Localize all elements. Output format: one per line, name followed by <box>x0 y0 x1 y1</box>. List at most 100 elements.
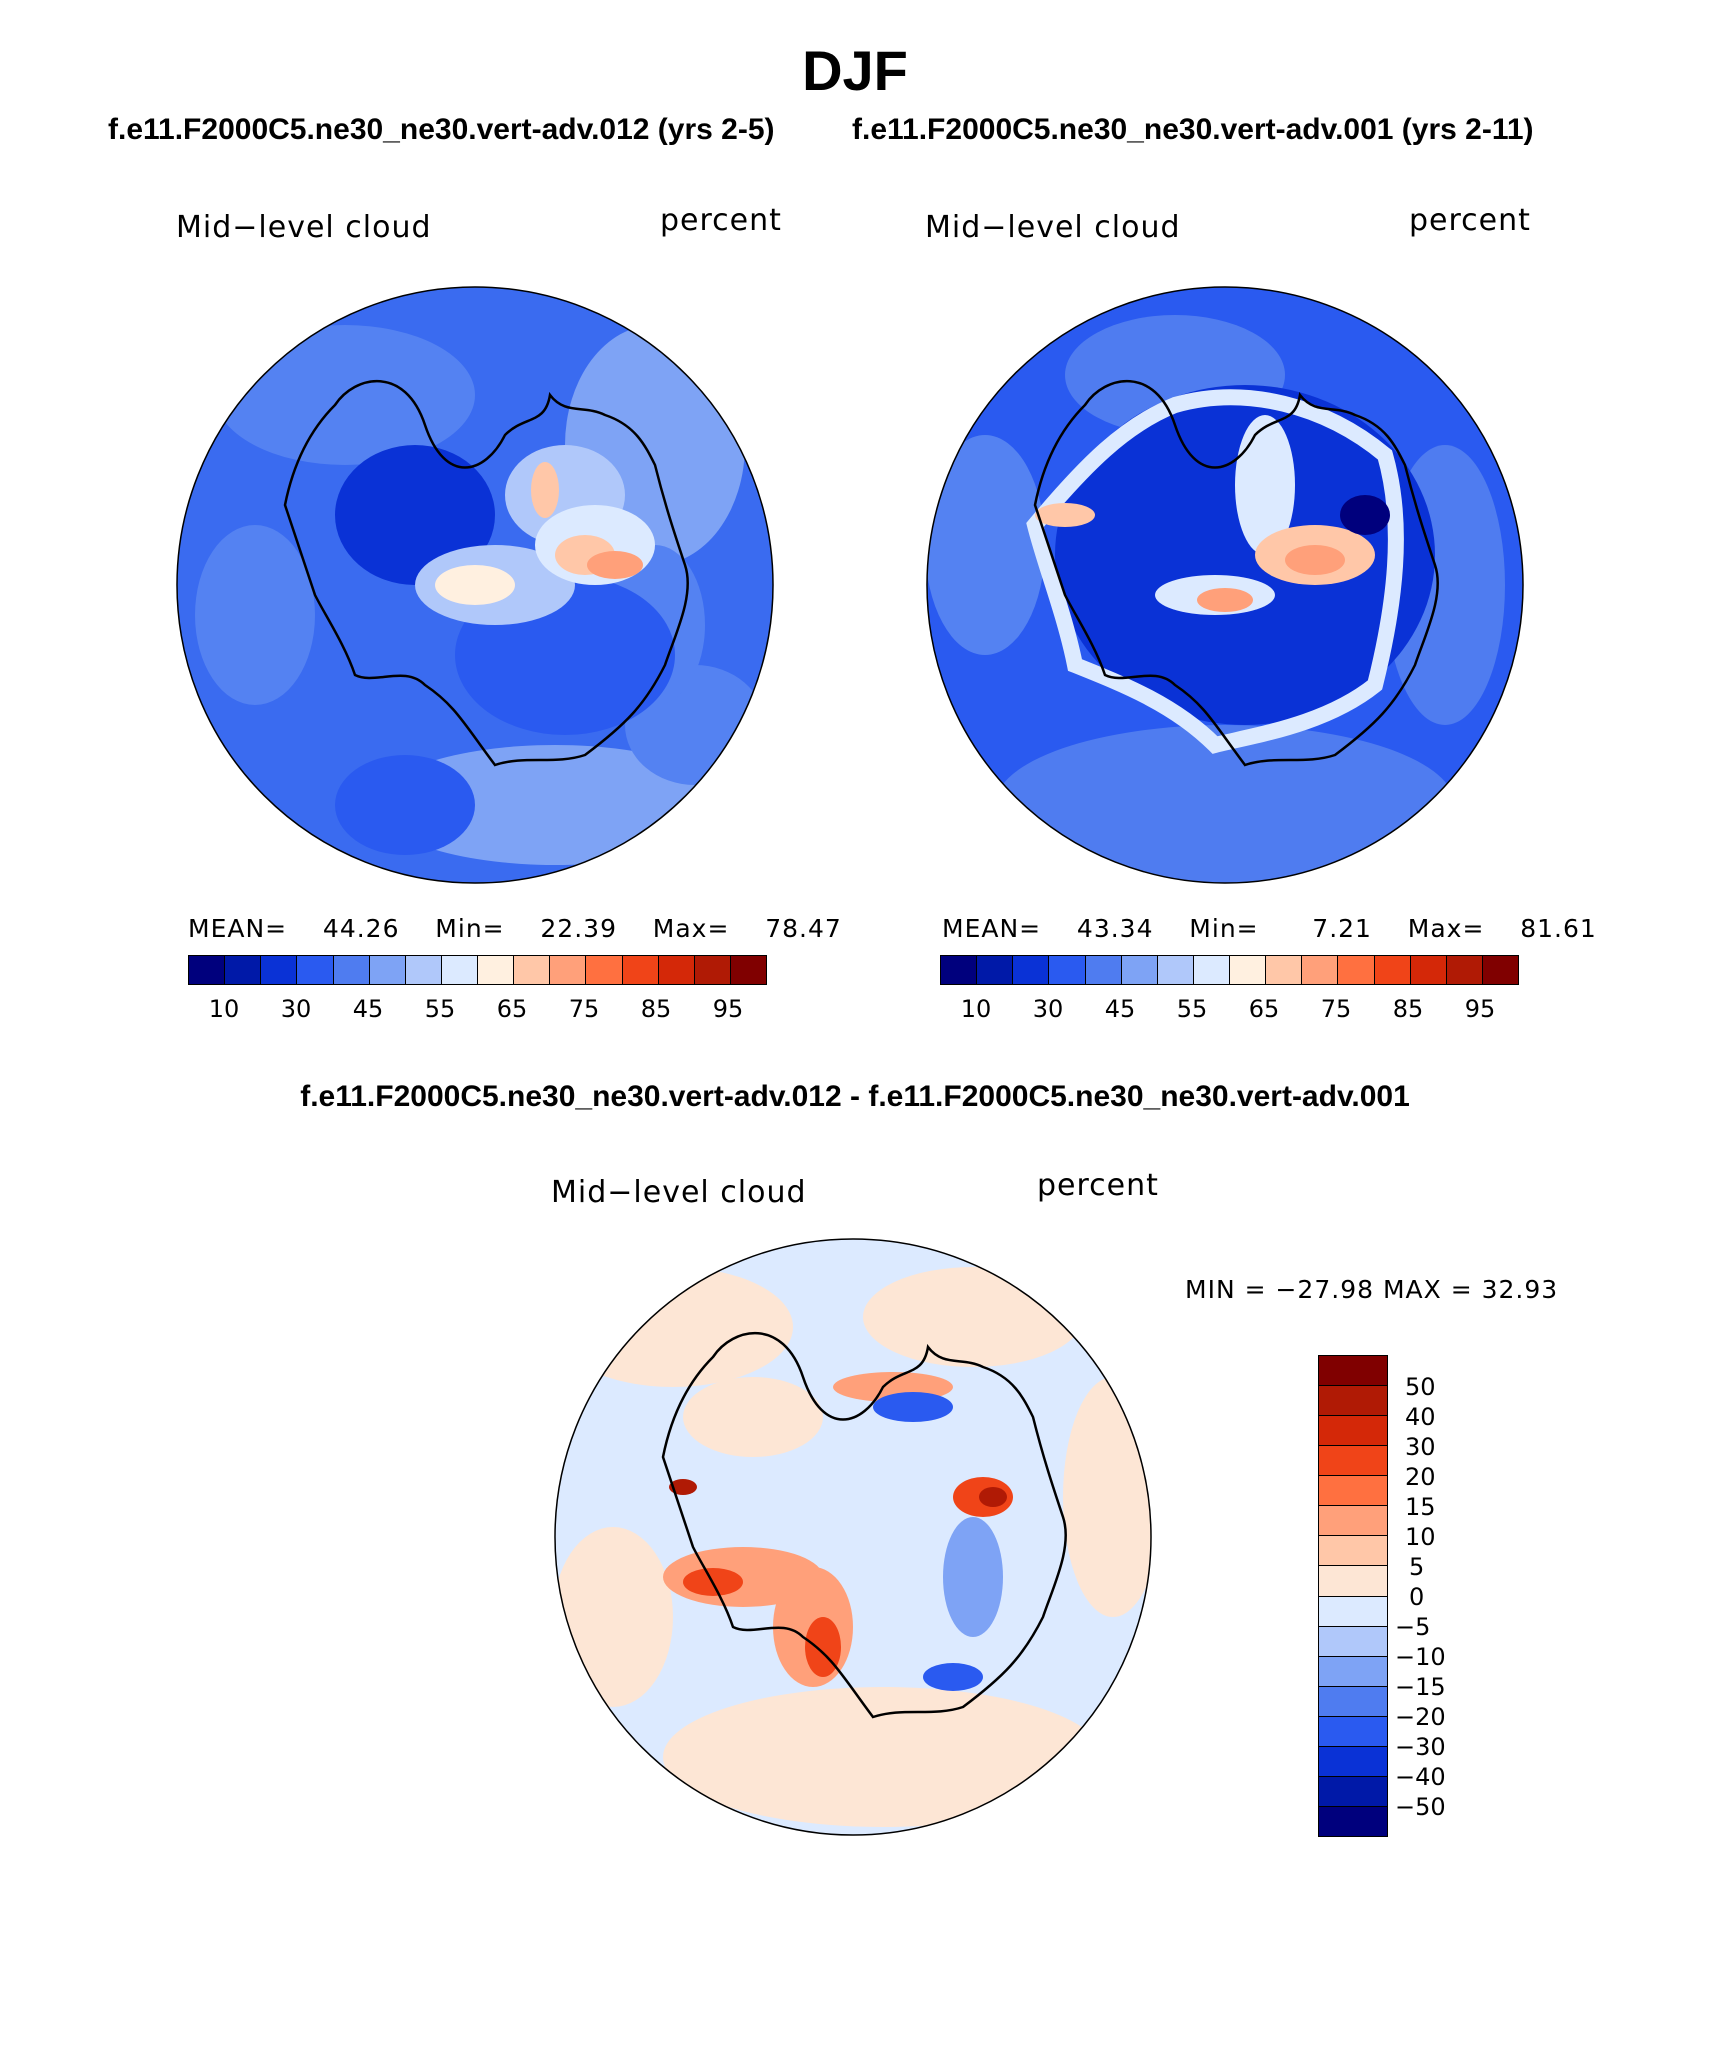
diff-tick: −50 <box>1395 1793 1446 1821</box>
panel1-variable-label: Mid−level cloud <box>176 210 432 245</box>
panel2-min-value: 7.21 <box>1312 914 1372 943</box>
panel2-units-label: percent <box>1409 203 1531 238</box>
panel2-tick: 65 <box>1248 995 1280 1023</box>
diff-units-label: percent <box>1037 1168 1159 1203</box>
panel2-colorbar-ticks: 10 30 45 55 65 75 85 95 <box>940 995 1520 1025</box>
panel2-tick: 10 <box>960 995 992 1023</box>
colorbar-swatch <box>730 956 766 984</box>
panel1-tick: 45 <box>352 995 384 1023</box>
colorbar-swatch <box>1266 956 1303 984</box>
panel1-tick: 30 <box>280 995 312 1023</box>
colorbar-swatch <box>333 956 370 984</box>
colorbar-swatch <box>1319 1656 1387 1687</box>
colorbar-swatch <box>1319 1716 1387 1747</box>
case2-title: f.e11.F2000C5.ne30_ne30.vert-adv.001 (yr… <box>852 113 1534 146</box>
colorbar-swatch <box>514 956 551 984</box>
diff-tick: −15 <box>1395 1673 1446 1701</box>
colorbar-swatch <box>1482 956 1518 984</box>
panel2-min-label: Min= <box>1189 914 1259 943</box>
colorbar-swatch <box>1319 1626 1387 1657</box>
colorbar-swatch <box>1319 1386 1387 1417</box>
case1-title: f.e11.F2000C5.ne30_ne30.vert-adv.012 (yr… <box>108 113 775 146</box>
colorbar-swatch <box>1374 956 1411 984</box>
colorbar-swatch <box>297 956 334 984</box>
colorbar-swatch <box>1319 1416 1387 1447</box>
diff-tick: 50 <box>1405 1373 1436 1401</box>
colorbar-swatch <box>1013 956 1050 984</box>
colorbar-swatch <box>1446 956 1483 984</box>
diff-variable-label: Mid−level cloud <box>551 1175 807 1210</box>
panel1-colorbar-ticks: 10 30 45 55 65 75 85 95 <box>188 995 768 1025</box>
colorbar-swatch <box>1319 1596 1387 1627</box>
panel2-tick: 95 <box>1464 995 1496 1023</box>
difference-map <box>554 1238 1152 1836</box>
colorbar-swatch <box>694 956 731 984</box>
colorbar-swatch <box>622 956 659 984</box>
diff-tick: 40 <box>1405 1403 1436 1431</box>
panel2-max-value: 81.61 <box>1520 914 1597 943</box>
colorbar-swatch <box>1410 956 1447 984</box>
panel1-tick: 10 <box>208 995 240 1023</box>
difference-title: f.e11.F2000C5.ne30_ne30.vert-adv.012 - f… <box>300 1080 1410 1113</box>
difference-colorbar-ticks: 50 40 30 20 15 10 5 0 −5 −10 −15 −20 −30… <box>1395 1355 1515 1835</box>
diff-tick: −20 <box>1395 1703 1446 1731</box>
colorbar-swatch <box>478 956 515 984</box>
panel1-tick: 55 <box>424 995 456 1023</box>
diff-tick: −30 <box>1395 1733 1446 1761</box>
panel2-max-label: Max= <box>1407 914 1485 943</box>
panel1-colorbar <box>188 955 767 985</box>
colorbar-swatch <box>977 956 1014 984</box>
colorbar-swatch <box>1319 1746 1387 1777</box>
diff-tick: 15 <box>1405 1493 1436 1521</box>
colorbar-swatch <box>1121 956 1158 984</box>
panel1-min-value: 22.39 <box>540 914 617 943</box>
colorbar-swatch <box>1319 1566 1387 1597</box>
diff-tick: −40 <box>1395 1763 1446 1791</box>
panel1-max-label: Max= <box>652 914 730 943</box>
colorbar-swatch <box>586 956 623 984</box>
colorbar-swatch <box>441 956 478 984</box>
diff-tick: 10 <box>1405 1523 1436 1551</box>
colorbar-swatch <box>261 956 298 984</box>
colorbar-swatch <box>941 956 978 984</box>
colorbar-swatch <box>1302 956 1339 984</box>
colorbar-swatch <box>1193 956 1230 984</box>
panel1-units-label: percent <box>660 203 782 238</box>
diff-tick: 20 <box>1405 1463 1436 1491</box>
panel2-variable-label: Mid−level cloud <box>925 210 1181 245</box>
diff-tick: 0 <box>1409 1583 1425 1611</box>
difference-colorbar <box>1318 1355 1388 1837</box>
panel1-map <box>176 286 774 884</box>
panel2-tick: 75 <box>1320 995 1352 1023</box>
panel2-mean-value: 43.34 <box>1076 914 1154 943</box>
panel1-max-value: 78.47 <box>765 914 842 943</box>
colorbar-swatch <box>1157 956 1194 984</box>
panel1-tick: 95 <box>712 995 744 1023</box>
diff-minmax: MIN = −27.98 MAX = 32.93 <box>1185 1275 1559 1304</box>
colorbar-swatch <box>405 956 442 984</box>
colorbar-swatch <box>658 956 695 984</box>
panel1-mean-label: MEAN= <box>188 914 288 943</box>
panel1-tick: 65 <box>496 995 528 1023</box>
colorbar-swatch <box>1319 1506 1387 1537</box>
colorbar-swatch <box>1319 1536 1387 1567</box>
colorbar-swatch <box>1319 1806 1387 1836</box>
diff-tick: 5 <box>1409 1553 1425 1581</box>
panel2-colorbar <box>940 955 1519 985</box>
panel2-tick: 45 <box>1104 995 1136 1023</box>
colorbar-swatch <box>189 956 226 984</box>
panel2-tick: 55 <box>1176 995 1208 1023</box>
diff-tick: −5 <box>1395 1613 1431 1641</box>
panel2-map <box>926 286 1524 884</box>
panel1-mean-value: 44.26 <box>322 914 400 943</box>
plot-title: DJF <box>802 39 908 102</box>
colorbar-swatch <box>1085 956 1122 984</box>
colorbar-swatch <box>1319 1446 1387 1477</box>
diff-tick: 30 <box>1405 1433 1436 1461</box>
panel1-tick: 75 <box>568 995 600 1023</box>
panel2-tick: 30 <box>1032 995 1064 1023</box>
colorbar-swatch <box>1338 956 1375 984</box>
colorbar-swatch <box>369 956 406 984</box>
diff-tick: −10 <box>1395 1643 1446 1671</box>
panel2-tick: 85 <box>1392 995 1424 1023</box>
